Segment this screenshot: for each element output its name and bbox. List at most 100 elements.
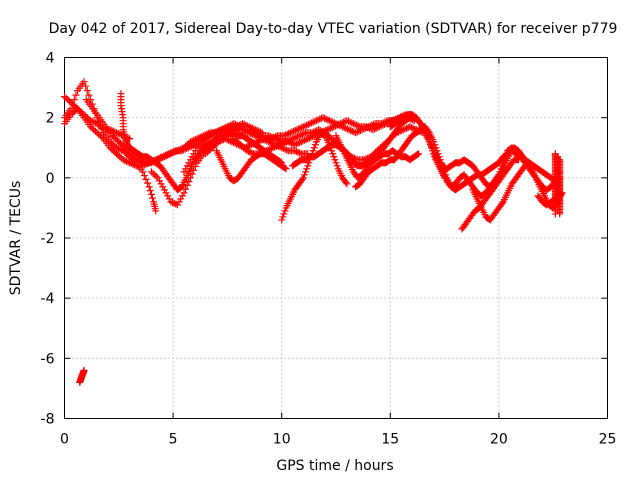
data-point <box>160 186 168 194</box>
data-point <box>269 144 277 152</box>
x-tick-label: 15 <box>381 432 399 448</box>
data-point <box>109 147 117 155</box>
data-point <box>526 163 534 171</box>
data-point <box>190 136 198 144</box>
data-point <box>77 108 85 116</box>
data-point <box>232 136 240 144</box>
data-point <box>69 109 77 117</box>
data-point <box>156 177 164 185</box>
data-point <box>259 135 267 143</box>
data-point <box>250 128 258 136</box>
data-point <box>282 131 290 139</box>
data-point <box>152 207 160 215</box>
data-point <box>281 207 289 215</box>
data-point <box>304 135 312 143</box>
data-point <box>285 129 293 137</box>
data-point <box>70 96 78 104</box>
data-point <box>157 154 165 162</box>
data-point <box>330 119 338 127</box>
data-point <box>214 128 222 136</box>
data-point <box>226 137 234 145</box>
x-tick-label: 0 <box>60 432 69 448</box>
data-point <box>351 120 359 128</box>
grid-lines <box>64 57 608 419</box>
data-point <box>106 144 114 152</box>
data-point <box>335 121 343 129</box>
data-point <box>140 172 148 180</box>
data-point <box>182 165 190 173</box>
data-point <box>148 194 156 202</box>
data-point <box>251 139 259 147</box>
data-point <box>186 156 194 164</box>
data-point <box>85 91 93 99</box>
data-point <box>281 145 289 153</box>
data-point <box>113 144 121 152</box>
data-point <box>297 131 305 139</box>
data-point <box>328 147 336 155</box>
data-point <box>243 147 251 155</box>
data-point <box>276 141 284 149</box>
data-point <box>296 149 304 157</box>
plot-frame <box>64 57 608 419</box>
data-point <box>230 135 238 143</box>
data-point <box>211 141 219 149</box>
data-point <box>78 109 86 117</box>
data-point <box>119 156 127 164</box>
data-point <box>159 154 167 162</box>
data-point <box>67 99 75 107</box>
data-point <box>267 145 275 153</box>
data-point <box>83 87 91 95</box>
data-point <box>186 138 194 146</box>
data-point <box>233 138 241 146</box>
data-point <box>72 103 80 111</box>
data-point <box>175 198 183 206</box>
data-point <box>264 146 272 154</box>
data-point <box>296 124 304 132</box>
data-point <box>366 122 374 130</box>
data-point <box>356 126 364 134</box>
data-point <box>191 147 199 155</box>
data-point <box>90 118 98 126</box>
data-point <box>208 131 216 139</box>
data-point <box>203 135 211 143</box>
data-point <box>353 121 361 129</box>
data-point <box>324 116 332 124</box>
data-point <box>109 141 117 149</box>
data-point <box>255 137 263 145</box>
data-point <box>115 138 123 146</box>
data-point <box>157 180 165 188</box>
data-point <box>309 118 317 126</box>
data-point <box>282 138 290 146</box>
data-point <box>498 199 506 207</box>
x-axis-label: GPS time / hours <box>276 458 393 474</box>
data-point <box>147 190 155 198</box>
data-point <box>285 136 293 144</box>
data-point <box>358 126 366 134</box>
data-point <box>369 120 377 128</box>
data-point <box>363 123 371 131</box>
series-arc-m <box>332 132 423 182</box>
data-point <box>254 138 262 146</box>
data-point <box>304 120 312 128</box>
data-point <box>62 94 70 102</box>
data-point <box>292 140 300 148</box>
data-point <box>185 178 193 186</box>
data-point <box>249 140 257 148</box>
data-point <box>309 147 317 155</box>
data-point <box>169 199 177 207</box>
y-tick-label: -2 <box>41 231 55 247</box>
series-end-column <box>551 150 564 218</box>
data-point <box>256 150 264 158</box>
data-point <box>112 135 120 143</box>
data-point <box>340 123 348 131</box>
data-point <box>252 129 260 137</box>
data-point <box>252 138 260 146</box>
data-point <box>152 172 160 180</box>
data-point <box>232 123 240 131</box>
data-point <box>126 159 134 167</box>
data-point <box>70 108 78 116</box>
data-point <box>106 138 114 146</box>
data-point <box>279 139 287 147</box>
data-point <box>291 126 299 134</box>
